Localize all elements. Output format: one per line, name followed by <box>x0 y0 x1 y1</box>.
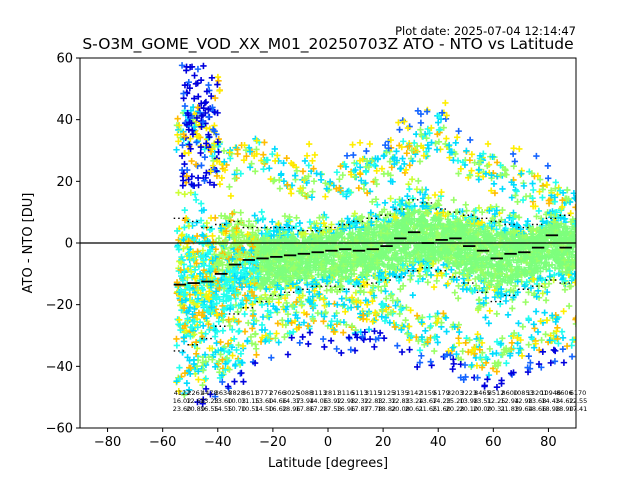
scatter-marker <box>212 246 219 253</box>
scatter-marker <box>281 212 289 220</box>
scatter-marker <box>199 247 207 254</box>
scatter-marker <box>405 180 412 188</box>
scatter-marker <box>198 329 205 337</box>
scatter-marker <box>478 208 486 216</box>
scatter-marker <box>515 320 522 327</box>
scatter-marker <box>568 223 576 231</box>
scatter-marker <box>332 283 339 291</box>
scatter-marker <box>509 305 516 312</box>
scatter-marker <box>455 295 462 302</box>
scatter-marker <box>392 302 399 309</box>
scatter-marker <box>320 219 328 227</box>
scatter-marker <box>373 218 380 225</box>
scatter-marker <box>251 212 258 219</box>
scatter-marker <box>408 176 416 183</box>
scatter-marker <box>395 257 402 265</box>
scatter-marker <box>369 198 376 205</box>
scatter-marker <box>339 302 346 310</box>
scatter-marker <box>381 199 389 206</box>
scatter-marker <box>292 223 300 230</box>
scatter-marker <box>409 291 417 299</box>
scatter-marker <box>185 222 193 230</box>
scatter-marker <box>262 291 269 299</box>
scatter-marker <box>248 300 255 307</box>
scatter-marker <box>219 316 227 324</box>
scatter-marker <box>179 277 187 284</box>
scatter-marker <box>259 215 267 222</box>
scatter-marker <box>191 266 199 273</box>
scatter-marker <box>424 279 432 286</box>
scatter-marker <box>187 189 195 196</box>
scatter-marker <box>241 328 249 335</box>
scatter-marker <box>543 288 551 296</box>
scatter-marker <box>522 298 529 306</box>
scatter-marker <box>215 235 223 242</box>
scatter-marker <box>255 227 262 234</box>
scatter-marker <box>203 318 211 325</box>
scatter-marker <box>245 319 252 327</box>
scatter-marker <box>200 222 207 230</box>
scatter-marker <box>411 215 418 222</box>
scatter-marker <box>203 219 211 227</box>
scatter-marker <box>404 192 411 200</box>
scatter-marker <box>343 288 350 295</box>
scatter-marker <box>191 191 199 198</box>
scatter-points <box>173 62 576 407</box>
scatter-marker <box>200 322 207 329</box>
scatter-marker <box>351 210 359 217</box>
scatter-marker <box>195 249 202 257</box>
scatter-marker <box>226 183 233 191</box>
scatter-marker <box>311 287 318 295</box>
scatter-marker <box>539 290 546 297</box>
scatter-marker <box>206 226 214 233</box>
scatter-marker <box>472 282 480 289</box>
scatter-marker <box>389 204 397 211</box>
scatter-marker <box>375 283 382 290</box>
scatter-marker <box>338 283 345 290</box>
scatter-marker <box>189 310 196 318</box>
scatter-marker <box>462 201 469 208</box>
scatter-marker <box>215 318 222 325</box>
scatter-marker <box>417 262 425 269</box>
scatter-marker <box>493 226 500 233</box>
scatter-marker <box>530 276 538 284</box>
scatter-marker <box>219 327 227 334</box>
scatter-marker <box>344 215 351 222</box>
scatter-marker <box>360 278 367 286</box>
scatter-marker <box>181 206 188 214</box>
scatter-marker <box>254 217 262 224</box>
scatter-marker <box>421 191 429 198</box>
